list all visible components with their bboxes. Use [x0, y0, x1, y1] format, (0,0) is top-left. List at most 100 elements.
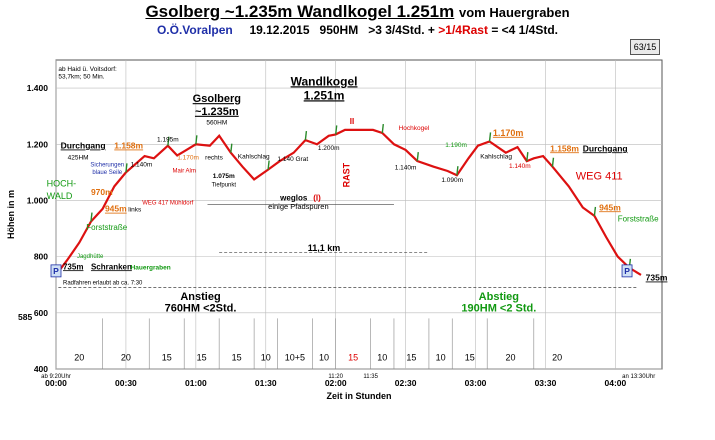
annotation-label: Sicherungen — [90, 163, 124, 169]
annotation-label: Mair Alm — [173, 168, 196, 174]
time-segment-label: 15 — [406, 353, 416, 363]
annotation-label: 560HM — [206, 120, 227, 127]
date-label: 19.12.2015 — [249, 23, 310, 37]
title-main: Gsolberg ~1.235m Wandlkogel 1.251m — [145, 2, 455, 21]
page-badge: 63/15 — [630, 39, 660, 55]
y-tick-label: 1.000 — [27, 195, 49, 205]
rast-label: >1/4Rast — [438, 23, 488, 37]
annotation-label: 1.200m — [318, 145, 340, 152]
time-segment-label: 20 — [74, 353, 84, 363]
annotation-label: Kahlschlag — [238, 153, 270, 160]
annotation-label: 190HM <2 Std. — [461, 302, 536, 314]
time-segment-label: 20 — [552, 353, 562, 363]
annotation-label: 53,7km; 50 Min. — [58, 73, 104, 80]
elevation-line — [55, 128, 642, 276]
annotation-label: 970m — [91, 187, 113, 197]
time-segment-label: 10 — [319, 353, 329, 363]
annotation-label: 1.195m — [157, 136, 179, 143]
y-tick-label: 400 — [34, 364, 48, 374]
annotation-label: Hauergraben — [131, 264, 171, 271]
title-suffix: vom Hauergraben — [459, 5, 570, 20]
time-segment-label: 20 — [121, 353, 131, 363]
tree-mark — [416, 152, 419, 162]
tree-mark — [230, 143, 233, 153]
annotation-label: 735m — [646, 273, 668, 283]
annotation-label: Tiefpunkt — [212, 182, 237, 188]
annotation-label: einige Pfadspuren — [268, 202, 328, 211]
annotation-label: 1.140m — [509, 163, 531, 170]
tree-mark — [381, 123, 385, 134]
annotation-label: HOCH- — [47, 178, 77, 188]
annotation-label: 1.170m — [177, 155, 199, 162]
tree-mark — [551, 157, 555, 167]
annotation-label: WEG 417 Mühldorf — [142, 201, 193, 207]
annotation-label: 1.075m — [213, 173, 235, 180]
annotation-label: ~1.235m — [195, 106, 239, 118]
annotation-label: Durchgang — [61, 140, 106, 150]
x-tick-label: 04:00 — [605, 378, 627, 388]
time-segment-label: 10 — [377, 353, 387, 363]
time-segment-label: 10 — [261, 353, 271, 363]
annotation-label: weglos — [279, 193, 308, 202]
x-tick-extra: ab 9:20Uhr — [41, 374, 71, 380]
x-tick-label: 00:30 — [115, 378, 137, 388]
annotation-label: 11,1 km — [308, 243, 341, 253]
annotation-label: Abstieg — [479, 291, 519, 303]
annotation-label: Radfahren erlaubt ab ca. 7:30 — [63, 281, 143, 287]
tree-mark — [125, 163, 128, 173]
tree-mark — [90, 212, 93, 222]
annotation-label: rechts — [205, 155, 223, 162]
tree-mark — [195, 135, 198, 145]
annotation-label: 425HM — [68, 155, 89, 162]
time-segment-label: 15 — [197, 353, 207, 363]
annotation-label: Forststraße — [86, 223, 127, 232]
x-tick-label: 01:00 — [185, 378, 207, 388]
tree-mark — [334, 125, 338, 135]
annotation-label: WEG 411 — [576, 170, 623, 182]
annotation-label: Gsolberg — [193, 93, 241, 105]
annotation-label: Forststraße — [618, 215, 659, 224]
time-segment-label: 15 — [465, 353, 475, 363]
annotation-label: Anstieg — [180, 291, 220, 303]
time-segment-label: 15 — [348, 353, 358, 363]
tree-mark — [456, 166, 459, 176]
tree-mark — [526, 152, 529, 162]
tree-mark — [593, 206, 597, 216]
parking-label: P — [624, 266, 630, 276]
annotation-label: 760HM <2Std. — [165, 302, 237, 314]
x-axis-label: Zeit in Stunden — [327, 391, 392, 401]
annotation-label: Durchgang — [583, 143, 628, 153]
hm-label: 950HM — [319, 23, 359, 37]
tree-mark — [488, 132, 492, 142]
time-segment-label: 20 — [505, 353, 515, 363]
annotation-label: Wandlkogel — [291, 74, 358, 88]
y-axis-label: Höhen in m — [6, 190, 16, 239]
annotation-label: 945m — [599, 202, 621, 212]
annotation-label: 1.158m — [114, 140, 143, 150]
annotation-label: blaue Seile — [92, 170, 122, 176]
plot-frame — [55, 59, 663, 370]
chart-subtitle: O.Ö.Voralpen 19.12.2015 950HM >3 3/4Std.… — [0, 23, 715, 37]
x-tick-label: 02:30 — [395, 378, 417, 388]
time-segment-label: 15 — [162, 353, 172, 363]
annotation-label: 1.251m — [304, 88, 345, 102]
time-segment-label: 10+5 — [285, 353, 305, 363]
tree-mark — [267, 160, 270, 170]
annotation-label: links — [128, 207, 142, 214]
parking-label: P — [53, 266, 59, 276]
x-tick-label: 01:30 — [255, 378, 277, 388]
tree-mark — [167, 136, 170, 146]
annotation-label: 1.140m — [131, 162, 153, 169]
annotation-label: 735m — [63, 262, 83, 271]
annotation-label: 1.170m — [493, 128, 524, 138]
annotation-label: Kahlschlag — [480, 153, 512, 160]
annotation-label: 1.140 Grat — [277, 156, 308, 163]
x-tick-extra: an 13:30Uhr — [622, 374, 655, 380]
annotation-label: 1.190m — [445, 142, 467, 149]
annotation-label: Schranken — [91, 262, 132, 271]
annotation-label: II — [350, 117, 354, 126]
tree-mark — [304, 130, 308, 141]
annotation-label: Jagdhütte — [77, 254, 104, 260]
x-tick-label: 03:30 — [535, 378, 557, 388]
